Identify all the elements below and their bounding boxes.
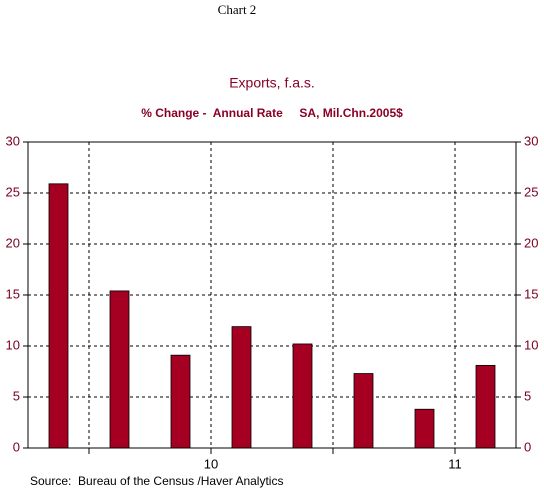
y-tick-label: 15 [6,286,20,301]
bar [292,343,313,449]
bar [109,290,130,449]
bar [170,354,191,449]
bar [414,408,435,449]
y2-tick-label: 0 [524,439,531,454]
chart-subtitle: % Change - Annual Rate SA, Mil.Chn.2005$ [141,106,403,120]
plot-frame [27,141,517,449]
y2-tick-label: 30 [524,133,538,148]
source-note: Source: Bureau of the Census /Haver Anal… [30,474,283,488]
y-tick-label: 30 [6,133,20,148]
y2-tick-label: 5 [524,388,531,403]
bar [231,326,252,449]
y-tick-label: 20 [6,235,20,250]
y2-tick-label: 10 [524,337,538,352]
y-tick-label: 10 [6,337,20,352]
x-tick-label: 10 [204,456,218,471]
page-header: Chart 2 [218,2,257,17]
y2-tick-label: 25 [524,184,538,199]
y-tick-label: 5 [13,388,20,403]
y2-tick-label: 15 [524,286,538,301]
y-tick-label: 0 [13,439,20,454]
y-tick-label: 25 [6,184,20,199]
bar [48,183,69,449]
bar [353,373,374,449]
bar [475,364,496,449]
x-tick-label: 11 [448,456,462,471]
y2-tick-label: 20 [524,235,538,250]
chart-title: Exports, f.a.s. [229,75,315,91]
